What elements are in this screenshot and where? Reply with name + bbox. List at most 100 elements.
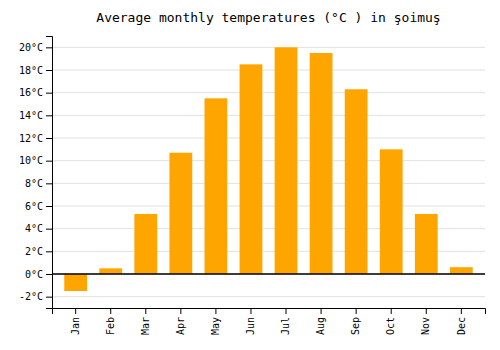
x-tick: Aug — [315, 308, 326, 335]
x-tick-label: Nov — [420, 317, 431, 335]
x-tick: Jun — [245, 308, 256, 335]
chart: Average monthly temperatures (°C ) in şo… — [0, 0, 500, 350]
bars — [52, 47, 485, 291]
bar — [169, 153, 192, 274]
x-tick: Jan — [70, 308, 81, 335]
y-tick-mark — [46, 161, 52, 162]
y-tick: 20°C — [19, 42, 52, 53]
x-tick-mark — [215, 308, 216, 314]
y-tick: 0°C — [25, 269, 52, 280]
x-tick-label: Feb — [105, 317, 116, 335]
x-tick: Apr — [175, 308, 186, 335]
y-tick-mark — [46, 297, 52, 298]
x-tick-label: Aug — [315, 317, 326, 335]
y-tick-label: 10°C — [19, 155, 43, 166]
x-tick-mark — [426, 308, 427, 314]
grid — [52, 47, 485, 296]
x-tick-label: Oct — [385, 317, 396, 335]
bar — [380, 149, 403, 274]
x-tick-mark — [110, 308, 111, 314]
grid-line — [52, 274, 485, 275]
bar — [240, 64, 263, 274]
y-axis-line — [46, 37, 53, 309]
y-tick-mark — [46, 47, 52, 48]
y-tick-label: 12°C — [19, 133, 43, 144]
y-tick-label: 14°C — [19, 110, 43, 121]
grid-line — [52, 70, 485, 71]
x-tick-mark — [180, 308, 181, 314]
grid-line — [52, 206, 485, 207]
grid-line — [52, 296, 485, 297]
x-tick-label: Dec — [456, 317, 467, 335]
x-tick-label: Jan — [70, 317, 81, 335]
x-tick-mark — [75, 308, 76, 314]
bar — [275, 47, 298, 274]
y-tick-label: -2°C — [19, 291, 43, 302]
y-tick-mark — [46, 115, 52, 116]
grid-line — [52, 138, 485, 139]
bar — [345, 89, 368, 274]
y-tick-mark — [46, 251, 52, 252]
x-tick: Mar — [140, 308, 151, 335]
x-tick-label: Sep — [350, 317, 361, 335]
bar — [310, 53, 333, 274]
y-tick: -2°C — [19, 291, 52, 302]
y-tick-label: 16°C — [19, 87, 43, 98]
y-tick: 8°C — [25, 178, 52, 189]
y-tick-label: 6°C — [25, 201, 43, 212]
y-tick-mark — [46, 229, 52, 230]
plot: -2°C 0°C 2°C 4°C 6°C 8°C 10°C 12°C 14°C 16°C 18°C 2… — [19, 37, 486, 336]
x-axis-line — [53, 309, 486, 315]
grid-line — [52, 47, 485, 48]
y-tick-label: 2°C — [25, 246, 43, 257]
bar — [64, 274, 87, 291]
x-tick-label: Apr — [175, 317, 186, 335]
y-tick: 4°C — [25, 223, 52, 234]
x-tick-mark — [286, 308, 287, 314]
x-tick-mark — [145, 308, 146, 314]
x-tick-mark — [391, 308, 392, 314]
title: Average monthly temperatures (°C ) in şo… — [96, 10, 440, 25]
x-tick-label: May — [210, 317, 221, 335]
x-tick-mark — [356, 308, 357, 314]
y-tick-label: 20°C — [19, 42, 43, 53]
bar — [205, 98, 228, 274]
y-axis: -2°C 0°C 2°C 4°C 6°C 8°C 10°C 12°C 14°C 16°C 18°C 2… — [19, 37, 53, 309]
x-tick: Oct — [385, 308, 396, 335]
chart-container: Average monthly temperatures (°C ) in şo… — [0, 0, 500, 350]
y-tick: 10°C — [19, 155, 52, 166]
bar — [450, 267, 473, 274]
x-tick-mark — [321, 308, 322, 314]
x-tick-mark — [461, 308, 462, 314]
bar — [134, 214, 157, 274]
x-tick: Jul — [280, 308, 291, 335]
y-tick-mark — [46, 274, 52, 275]
y-tick-mark — [46, 70, 52, 71]
baseline — [52, 273, 485, 275]
x-axis: Jan Feb Mar Apr May Jun Jul Aug Sep Oct Nov Dec — [53, 308, 486, 335]
grid-line — [52, 183, 485, 184]
y-tick-mark — [46, 93, 52, 94]
y-tick: 18°C — [19, 65, 52, 76]
x-tick-label: Mar — [140, 317, 151, 335]
y-tick-mark — [46, 138, 52, 139]
x-tick-label: Jun — [245, 317, 256, 335]
x-tick: Sep — [350, 308, 361, 335]
y-tick: 6°C — [25, 201, 52, 212]
y-tick: 2°C — [25, 246, 52, 257]
y-tick: 14°C — [19, 110, 52, 121]
grid-line — [52, 92, 485, 93]
bar — [415, 214, 438, 274]
x-tick: May — [210, 308, 221, 335]
y-tick: 12°C — [19, 133, 52, 144]
y-tick-mark — [46, 183, 52, 184]
x-tick-label: Jul — [280, 317, 291, 335]
y-tick-label: 4°C — [25, 223, 43, 234]
y-tick-label: 0°C — [25, 269, 43, 280]
y-tick-mark — [46, 206, 52, 207]
y-tick-label: 18°C — [19, 65, 43, 76]
y-tick-label: 8°C — [25, 178, 43, 189]
x-tick: Feb — [105, 308, 116, 335]
x-tick-mark — [250, 308, 251, 314]
bar — [99, 268, 122, 274]
